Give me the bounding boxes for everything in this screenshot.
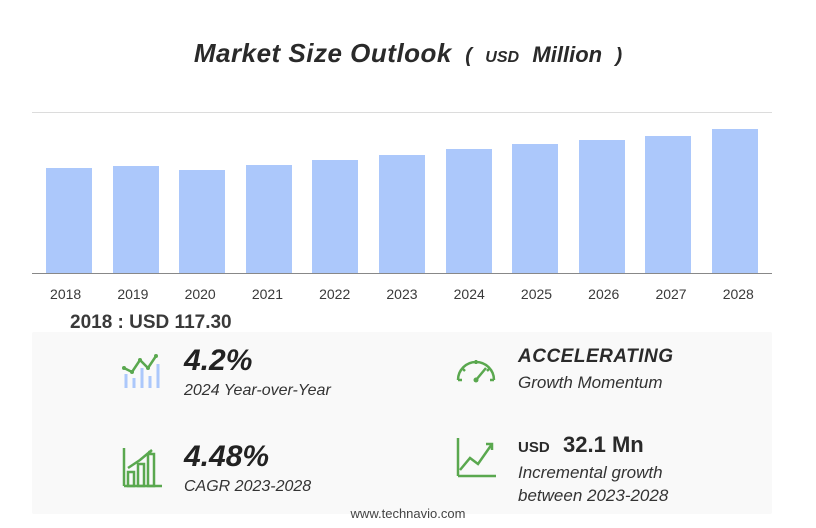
incremental-line1: Incremental growth bbox=[518, 462, 668, 485]
chart-x-axis: 2018201920202021202220232024202520262027… bbox=[32, 286, 772, 302]
momentum-label: Growth Momentum bbox=[518, 372, 674, 395]
yoy-label: 2024 Year-over-Year bbox=[184, 382, 331, 400]
title-currency: USD bbox=[485, 49, 519, 66]
title-paren-close: ) bbox=[615, 45, 622, 67]
stat-incremental: USD 32.1 Mn Incremental growth between 2… bbox=[452, 432, 668, 508]
bar-slot bbox=[169, 113, 236, 273]
stat-cagr: 4.48% CAGR 2023-2028 bbox=[118, 442, 311, 496]
yoy-value: 4.2% bbox=[184, 346, 331, 376]
cagr-label: CAGR 2023-2028 bbox=[184, 478, 311, 496]
x-axis-label: 2024 bbox=[436, 286, 503, 302]
bar-slot bbox=[701, 113, 768, 273]
x-axis-label: 2027 bbox=[637, 286, 704, 302]
title-unit: Million bbox=[532, 42, 602, 67]
growth-bars-icon bbox=[118, 442, 166, 490]
x-axis-label: 2026 bbox=[570, 286, 637, 302]
bar bbox=[512, 144, 558, 273]
x-axis-label: 2023 bbox=[368, 286, 435, 302]
gauge-icon bbox=[452, 346, 500, 394]
incremental-line2: between 2023-2028 bbox=[518, 485, 668, 508]
incremental-currency: USD bbox=[518, 439, 550, 456]
bar-slot bbox=[435, 113, 502, 273]
bar bbox=[446, 149, 492, 273]
bar-slot bbox=[236, 113, 303, 273]
title-paren-open: ( bbox=[465, 45, 472, 67]
x-axis-label: 2028 bbox=[705, 286, 772, 302]
bar-line-chart-icon bbox=[118, 346, 166, 394]
bar bbox=[113, 166, 159, 273]
bar-slot bbox=[635, 113, 702, 273]
bar-chart: 2018201920202021202220232024202520262027… bbox=[32, 112, 772, 302]
bar-slot bbox=[302, 113, 369, 273]
selected-year-value: 2018 : USD 117.30 bbox=[70, 312, 232, 334]
bar bbox=[312, 160, 358, 273]
stats-panel: 4.2% 2024 Year-over-Year ACCELERATING Gr… bbox=[32, 332, 772, 514]
bar bbox=[379, 155, 425, 273]
trend-arrow-icon bbox=[452, 432, 500, 480]
bar bbox=[246, 165, 292, 273]
chart-title-row: Market Size Outlook ( USD Million ) bbox=[0, 0, 816, 69]
title-main: Market Size Outlook bbox=[194, 38, 452, 68]
stat-yoy: 4.2% 2024 Year-over-Year bbox=[118, 346, 331, 400]
x-axis-label: 2022 bbox=[301, 286, 368, 302]
chart-plot-area bbox=[32, 112, 772, 274]
bar-slot bbox=[568, 113, 635, 273]
x-axis-label: 2025 bbox=[503, 286, 570, 302]
cagr-value: 4.48% bbox=[184, 442, 311, 472]
footer-source: www.technavio.com bbox=[0, 506, 816, 521]
x-axis-label: 2018 bbox=[32, 286, 99, 302]
bar-slot bbox=[369, 113, 436, 273]
bar-slot bbox=[502, 113, 569, 273]
incremental-value: USD 32.1 Mn bbox=[518, 432, 668, 458]
bar bbox=[179, 170, 225, 273]
bar bbox=[712, 129, 758, 273]
bar-slot bbox=[103, 113, 170, 273]
bar bbox=[46, 168, 92, 273]
x-axis-label: 2021 bbox=[234, 286, 301, 302]
x-axis-label: 2019 bbox=[99, 286, 166, 302]
bar bbox=[579, 140, 625, 273]
bar-slot bbox=[36, 113, 103, 273]
stat-momentum: ACCELERATING Growth Momentum bbox=[452, 346, 674, 395]
bar bbox=[645, 136, 691, 273]
incremental-amount: 32.1 Mn bbox=[563, 432, 644, 457]
momentum-head: ACCELERATING bbox=[518, 346, 674, 368]
x-axis-label: 2020 bbox=[167, 286, 234, 302]
